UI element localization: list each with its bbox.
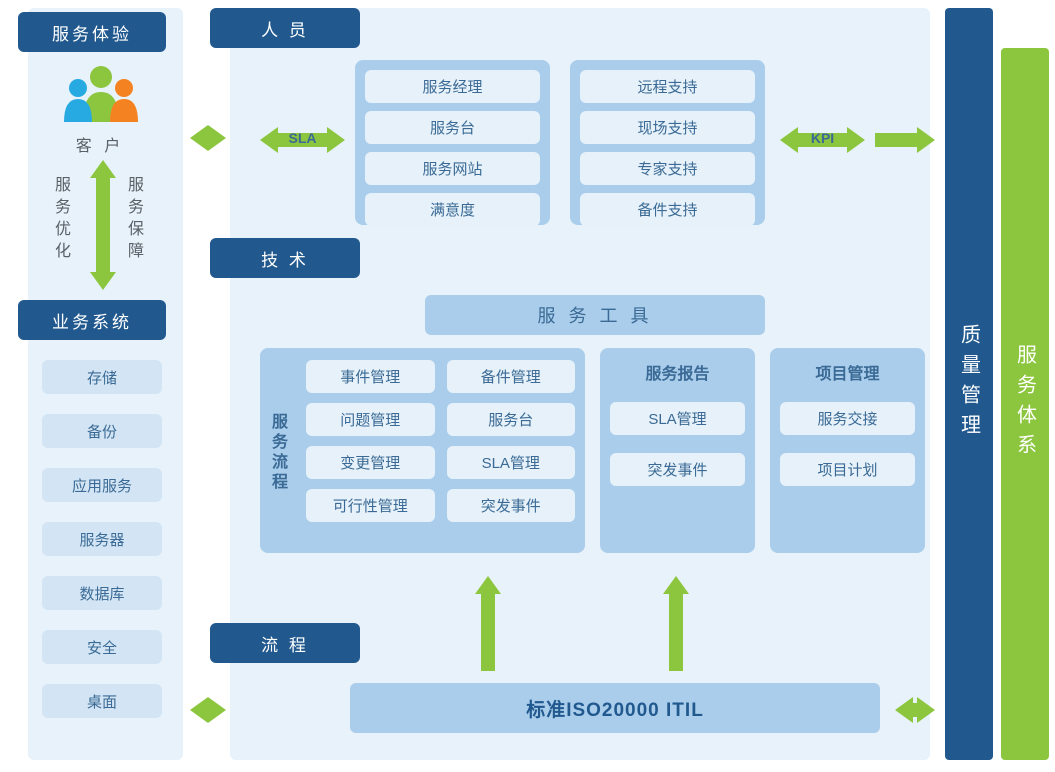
- technology-header: 技 术: [210, 238, 360, 278]
- process-item: 问题管理: [306, 403, 435, 436]
- biz-item: 安全: [42, 630, 162, 664]
- biz-item: 备份: [42, 414, 162, 448]
- process-item: 服务台: [447, 403, 576, 436]
- process-item: 可行性管理: [306, 489, 435, 522]
- left-right-arrow-2: [190, 697, 226, 723]
- process-header: 流 程: [210, 623, 360, 663]
- standard-iso-box: 标准ISO20000 ITIL: [350, 683, 880, 733]
- process-item: 突发事件: [447, 489, 576, 522]
- project-management-box: 项目管理 服务交接 项目计划: [770, 348, 925, 553]
- support-item: 现场支持: [580, 111, 755, 144]
- left-right-arrow-1: [190, 125, 226, 151]
- service-process-label: 服务流程: [272, 413, 290, 493]
- process-up-arrow-2: [663, 576, 689, 671]
- service-experience-header: 服务体验: [18, 12, 166, 52]
- process-item: 事件管理: [306, 360, 435, 393]
- report-item: 突发事件: [610, 453, 745, 486]
- support-item: 远程支持: [580, 70, 755, 103]
- service-report-box: 服务报告 SLA管理 突发事件: [600, 348, 755, 553]
- process-item: 变更管理: [306, 446, 435, 479]
- service-system-bar: 服务体系: [1001, 48, 1049, 760]
- report-item: SLA管理: [610, 402, 745, 435]
- kpi-arrow-label: KPI: [780, 130, 865, 146]
- quality-management-bar: 质量管理: [945, 8, 993, 760]
- process-item: SLA管理: [447, 446, 576, 479]
- project-item: 项目计划: [780, 453, 915, 486]
- project-management-title: 项目管理: [780, 360, 915, 384]
- service-guarantee-label: 服务保障: [128, 175, 146, 263]
- support-item: 备件支持: [580, 193, 755, 226]
- kpi-arrow: KPI: [780, 127, 865, 153]
- kpi-to-quality-arrow: [875, 127, 935, 153]
- service-tools-header: 服 务 工 具: [425, 295, 765, 335]
- sla-arrow-label: SLA: [260, 130, 345, 146]
- biz-item: 服务器: [42, 522, 162, 556]
- right-arrow-bottom: [895, 697, 935, 723]
- biz-item: 桌面: [42, 684, 162, 718]
- quality-management-label: 质量管理: [955, 324, 984, 444]
- sla-items-box: 服务经理 服务台 服务网站 满意度: [355, 60, 550, 225]
- process-up-arrow-1: [475, 576, 501, 671]
- biz-item: 数据库: [42, 576, 162, 610]
- project-item: 服务交接: [780, 402, 915, 435]
- biz-item: 存储: [42, 360, 162, 394]
- support-items-box: 远程支持 现场支持 专家支持 备件支持: [570, 60, 765, 225]
- sla-item: 服务经理: [365, 70, 540, 103]
- process-item: 备件管理: [447, 360, 576, 393]
- customer-label: 客 户: [75, 132, 125, 156]
- service-process-box: 服务流程 事件管理 备件管理 问题管理 服务台 变更管理 SLA管理 可行性管理…: [260, 348, 585, 553]
- biz-item: 应用服务: [42, 468, 162, 502]
- sla-item: 服务台: [365, 111, 540, 144]
- customer-people-icon: [56, 62, 146, 122]
- personnel-header: 人 员: [210, 8, 360, 48]
- service-system-label: 服务体系: [1011, 344, 1040, 464]
- sla-item: 满意度: [365, 193, 540, 226]
- optimize-guarantee-arrow: [90, 160, 112, 290]
- sla-item: 服务网站: [365, 152, 540, 185]
- support-item: 专家支持: [580, 152, 755, 185]
- business-system-header: 业务系统: [18, 300, 166, 340]
- service-report-title: 服务报告: [610, 360, 745, 384]
- service-optimize-label: 服务优化: [55, 175, 73, 263]
- sla-arrow: SLA: [260, 127, 345, 153]
